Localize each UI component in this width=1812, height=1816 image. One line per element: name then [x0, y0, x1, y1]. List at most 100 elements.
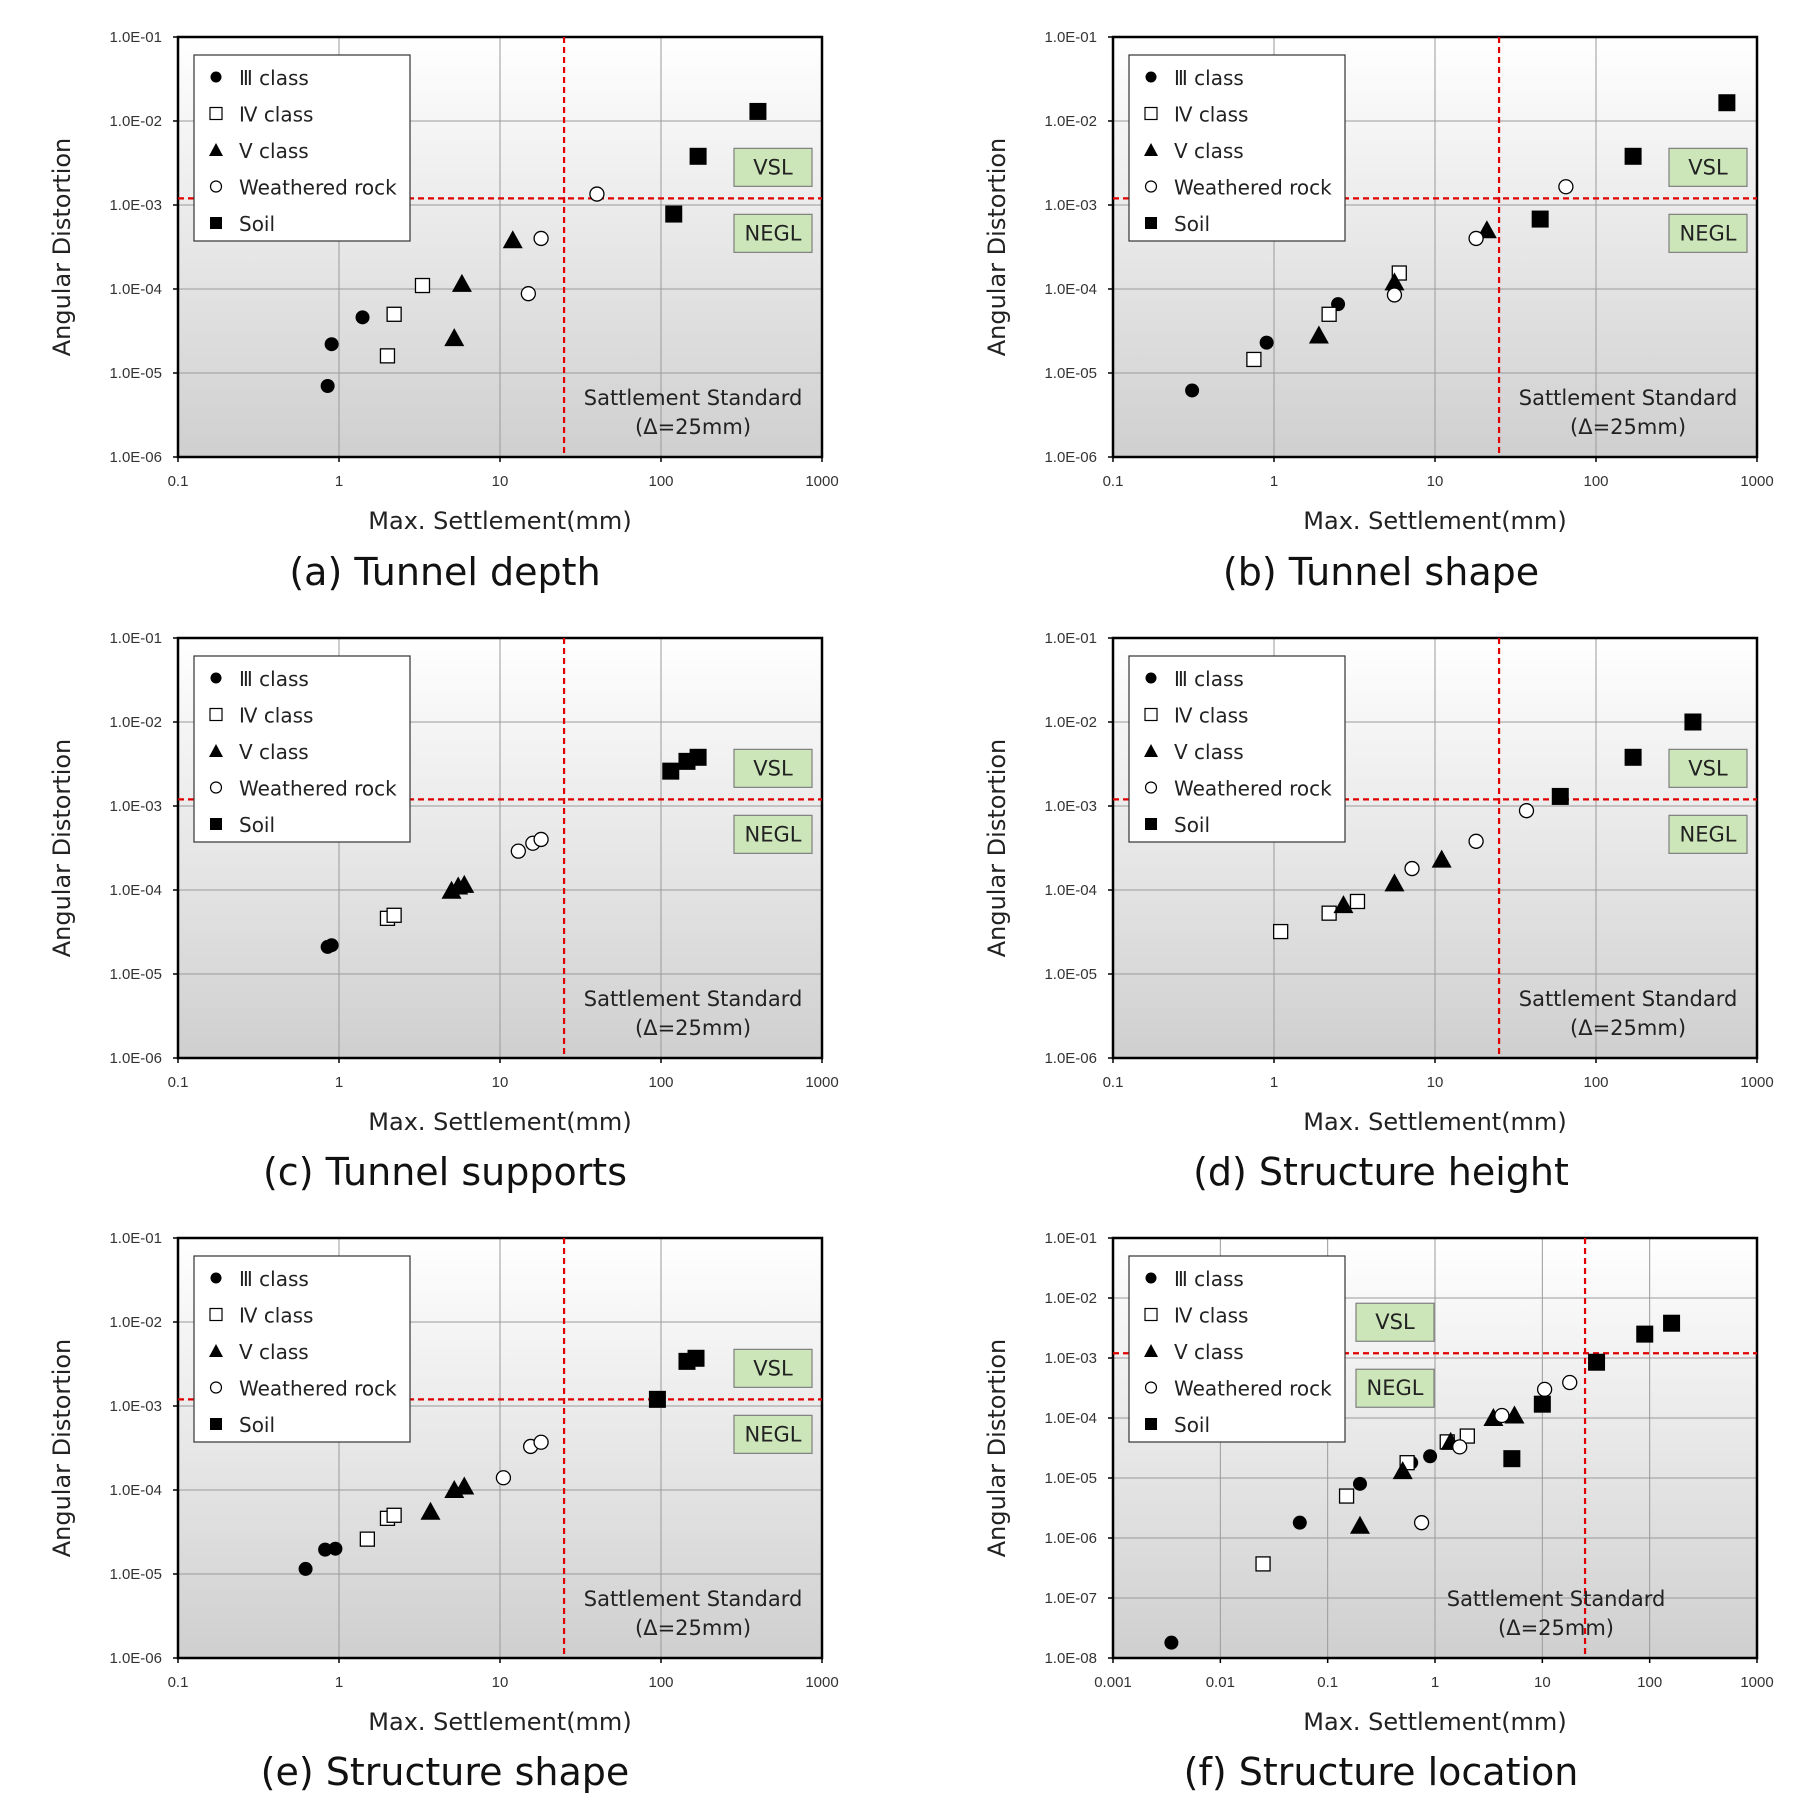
data-point-circle-filled: [1292, 1515, 1307, 1530]
data-point-square-filled: [689, 147, 707, 165]
data-point-square-filled: [1624, 748, 1642, 766]
data-point-circle-open: [520, 286, 537, 302]
data-point-square-filled: [1663, 1314, 1681, 1332]
x-tick-label: 1000: [1740, 1074, 1773, 1091]
data-point-square-filled: [1531, 210, 1549, 228]
settlement-standard-label: Sattlement Standard: [584, 987, 803, 1011]
data-point-circle-open: [1562, 1374, 1578, 1391]
y-tick-label: 1.0E-04: [1044, 1410, 1097, 1427]
vsl-zone-box: [1668, 748, 1748, 788]
data-point-square-filled: [1636, 1325, 1654, 1343]
legend-marker-square-open: [209, 707, 223, 722]
panel-caption: (f) Structure location: [1184, 1750, 1579, 1794]
y-tick-label: 1.0E-03: [109, 798, 162, 815]
y-tick-label: 1.0E-08: [1044, 1650, 1097, 1667]
x-tick-label: 1000: [805, 473, 838, 490]
data-point-circle-open: [1386, 287, 1403, 303]
x-tick-label: 1000: [805, 1074, 838, 1091]
data-point-triangle-filled: [1431, 849, 1452, 868]
y-axis-title: Angular Distortion: [48, 739, 76, 958]
y-tick-label: 1.0E-04: [1044, 882, 1097, 899]
x-tick-label: 100: [648, 1074, 673, 1091]
legend-label: Weathered rock: [1174, 1377, 1332, 1401]
data-point-square-open: [1321, 905, 1337, 921]
legend-marker-square-filled: [1145, 1418, 1157, 1430]
data-point-circle-open: [1413, 1515, 1430, 1531]
legend-label: Weathered rock: [239, 777, 397, 801]
legend-marker-square-open: [209, 106, 223, 121]
negl-zone-label: NEGL: [1680, 221, 1737, 245]
data-point-circle-open: [1536, 1381, 1553, 1398]
x-tick-label: 0.1: [168, 473, 189, 490]
data-point-square-open: [1459, 1428, 1475, 1444]
legend-box: [193, 1255, 411, 1443]
data-point-square-filled: [1588, 1353, 1606, 1371]
data-point-triangle-filled: [1333, 895, 1354, 914]
vsl-zone-box: [733, 1348, 813, 1388]
vsl-zone-label: VSL: [753, 155, 793, 179]
panel-caption: (d) Structure height: [1193, 1150, 1569, 1194]
data-point-triangle-filled: [451, 273, 472, 292]
legend-label: Ⅲ class: [1174, 667, 1244, 691]
vsl-zone-label: VSL: [753, 756, 793, 780]
x-tick-label: 0.1: [168, 1674, 189, 1691]
y-tick-label: 1.0E-04: [109, 1482, 162, 1499]
x-axis-title: Max. Settlement(mm): [1303, 507, 1566, 535]
data-point-circle-filled: [328, 1541, 343, 1556]
data-point-triangle-filled: [1308, 325, 1329, 344]
y-tick-label: 1.0E-05: [109, 1566, 162, 1583]
legend-marker-square-filled: [1145, 217, 1157, 229]
legend-marker-triangle-filled: [209, 744, 223, 757]
vsl-zone-box: [733, 748, 813, 788]
panel-caption: (b) Tunnel shape: [1223, 550, 1539, 594]
data-point-circle-open: [533, 230, 549, 247]
x-tick-label: 10: [1534, 1674, 1551, 1691]
data-point-square-filled: [1533, 1395, 1551, 1413]
data-point-circle-open: [1468, 230, 1484, 247]
legend-marker-circle-open: [209, 180, 223, 193]
y-axis-title: Angular Distortion: [48, 1339, 76, 1558]
legend-label: Soil: [1174, 1413, 1210, 1437]
settlement-standard-label: Sattlement Standard: [584, 386, 803, 410]
legend-label: Ⅴ class: [1174, 740, 1244, 764]
panel-caption: (c) Tunnel supports: [263, 1150, 627, 1194]
legend-marker-square-filled: [210, 818, 222, 830]
data-point-circle-filled: [355, 310, 370, 325]
data-point-circle-filled: [1259, 335, 1274, 350]
negl-zone-box: [733, 213, 813, 253]
y-tick-label: 1.0E-06: [109, 1650, 162, 1667]
data-point-circle-filled: [324, 938, 339, 953]
legend-marker-circle-open: [1144, 180, 1158, 193]
negl-zone-box: [1355, 1368, 1435, 1408]
negl-zone-label: NEGL: [745, 822, 802, 846]
data-point-square-filled: [1551, 787, 1569, 805]
y-tick-label: 1.0E-07: [1044, 1590, 1097, 1607]
x-tick-label: 10: [492, 1074, 509, 1091]
legend-label: Weathered rock: [1174, 176, 1332, 200]
data-point-square-filled: [662, 762, 680, 780]
data-point-square-filled: [1718, 94, 1736, 112]
y-tick-label: 1.0E-05: [1044, 1470, 1097, 1487]
legend-marker-square-filled: [210, 217, 222, 229]
x-tick-label: 1: [335, 1674, 343, 1691]
y-tick-label: 1.0E-02: [109, 714, 162, 731]
settlement-standard-value: (Δ=25mm): [1498, 1616, 1614, 1640]
chart-panel-3: 0.1 1 10 100 1000 1.0E-06 1.0E-05 1.0E-04 1.0E-0…: [48, 630, 839, 1194]
negl-zone-box: [1668, 814, 1748, 854]
data-point-triangle-filled: [454, 874, 475, 893]
chart-panel-4: 0.1 1 10 100 1000 1.0E-06 1.0E-05 1.0E-04 1.0E-0…: [983, 630, 1774, 1194]
data-point-circle-open: [1452, 1439, 1468, 1455]
x-tick-label: 0.01: [1206, 1674, 1235, 1691]
data-point-square-open: [1246, 351, 1262, 368]
legend-box: [193, 655, 411, 843]
y-tick-label: 1.0E-04: [109, 281, 162, 298]
x-tick-label: 10: [492, 473, 509, 490]
settlement-standard-label: Sattlement Standard: [1519, 987, 1738, 1011]
data-point-triangle-filled: [1384, 272, 1405, 291]
legend-marker-square-open: [1144, 1307, 1158, 1322]
chart-panel-6: 0.001 0.01 0.1 1 10 100 1000 1.0E-08 1.0E-07 1.0E…: [983, 1230, 1774, 1794]
legend-label: Ⅳ class: [239, 103, 313, 127]
data-point-circle-filled: [1423, 1449, 1438, 1464]
legend-label: Ⅳ class: [1174, 103, 1248, 127]
y-tick-label: 1.0E-04: [1044, 281, 1097, 298]
